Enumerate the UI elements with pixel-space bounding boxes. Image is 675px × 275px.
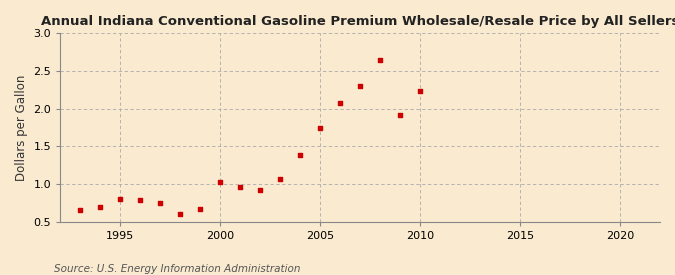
Title: Annual Indiana Conventional Gasoline Premium Wholesale/Resale Price by All Selle: Annual Indiana Conventional Gasoline Pre… [41,15,675,28]
Point [295,153,306,158]
Point [155,201,165,205]
Point [275,177,286,181]
Point [315,125,325,130]
Point [255,188,266,192]
Point [135,198,146,202]
Point [335,100,346,105]
Text: Source: U.S. Energy Information Administration: Source: U.S. Energy Information Administ… [54,264,300,274]
Point [375,57,385,62]
Point [175,212,186,216]
Point [414,88,425,93]
Point [115,197,126,201]
Point [215,180,225,184]
Point [95,205,106,210]
Point [75,208,86,213]
Point [355,84,366,88]
Y-axis label: Dollars per Gallon: Dollars per Gallon [15,74,28,181]
Point [395,113,406,118]
Point [235,185,246,189]
Point [195,207,206,211]
